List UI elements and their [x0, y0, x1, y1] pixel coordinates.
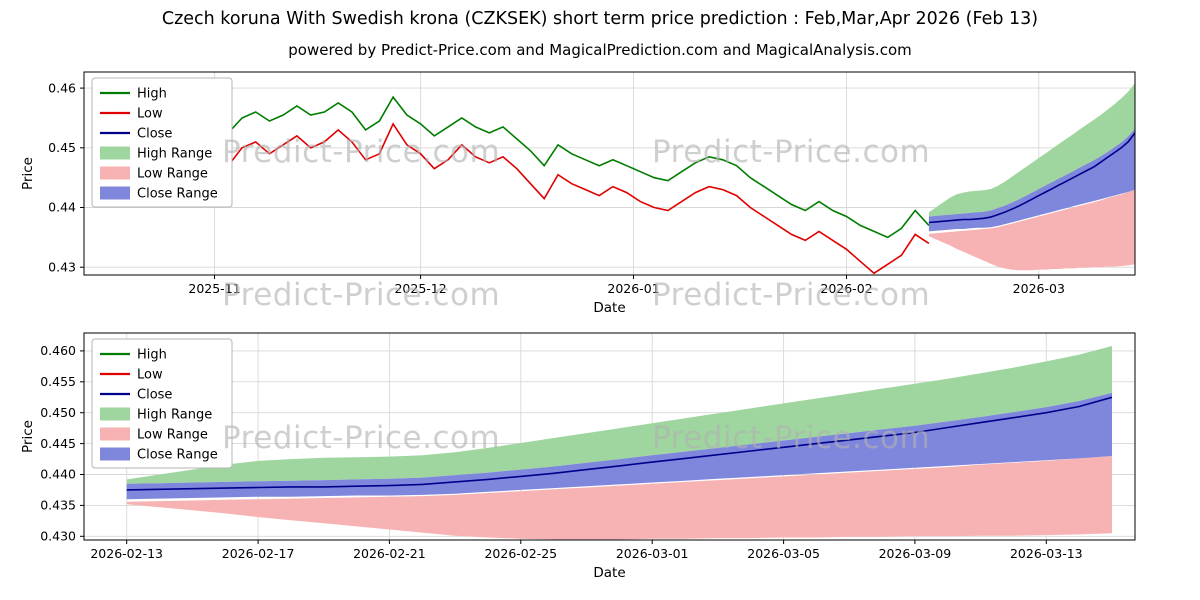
forecast-bands — [928, 83, 1135, 271]
legend-patch-swatch — [100, 447, 130, 461]
x-tick-label: 2026-03-05 — [747, 546, 820, 561]
x-tick-label: 2026-02 — [820, 281, 872, 296]
band-low-range — [928, 189, 1135, 271]
x-tick-label: 2026-02-25 — [484, 546, 557, 561]
legend-label: Close — [137, 127, 172, 142]
figure-title: Czech koruna With Swedish krona (CZKSEK)… — [161, 9, 1039, 29]
y-tick-label: 0.450 — [40, 405, 76, 420]
legend-label: High — [137, 87, 167, 102]
forecast-detail-chart: 2026-02-13 2026-02-17 2026-02-21 2026-02-25… — [20, 332, 1136, 581]
legend-item-low-range: Low Range — [100, 166, 208, 182]
legend-label: High Range — [137, 408, 212, 423]
y-tick-label: 0.460 — [40, 343, 76, 358]
x-tick-label: 2026-01 — [607, 281, 659, 296]
y-axis: 0.430 0.435 0.440 0.445 0.450 0.455 0.460 — [40, 343, 84, 544]
x-tick-label: 2026-02-17 — [222, 546, 295, 561]
plot-border — [83, 71, 1136, 276]
legend-label: Close Range — [137, 448, 218, 463]
legend-label: Low — [137, 368, 163, 383]
y-axis: 0.43 0.44 0.45 0.46 — [48, 80, 84, 274]
legend-patch-swatch — [100, 166, 130, 180]
series-lines — [131, 95, 1136, 275]
series-high — [131, 95, 930, 239]
x-tick-label: 2026-03-09 — [879, 546, 952, 561]
legend-patch-swatch — [100, 407, 130, 421]
forecast-bands — [126, 346, 1112, 540]
legend-item-close: Close — [100, 388, 172, 403]
legend-patch-swatch — [100, 427, 130, 441]
band-high-range — [126, 346, 1112, 484]
y-tick-label: 0.44 — [48, 200, 76, 215]
x-tick-label: 2026-02-13 — [90, 546, 163, 561]
y-tick-label: 0.46 — [48, 80, 76, 95]
legend-label: Close — [137, 388, 172, 403]
figure-subtitle: powered by Predict-Price.com and Magical… — [288, 41, 912, 59]
y-axis-label: Price — [20, 157, 36, 190]
legend-item-close-range: Close Range — [100, 447, 218, 463]
y-tick-label: 0.445 — [40, 436, 76, 451]
legend-label: Close Range — [137, 187, 218, 202]
y-tick-label: 0.43 — [48, 259, 76, 274]
legend-patch-swatch — [100, 186, 130, 200]
legend-item-close: Close — [100, 127, 172, 142]
legend-item-high: High — [100, 348, 167, 363]
legend-item-low-range: Low Range — [100, 427, 208, 443]
x-tick-label: 2025-11 — [188, 281, 240, 296]
x-tick-label: 2025-12 — [394, 281, 446, 296]
legend-label: Low Range — [137, 167, 208, 182]
legend-item-close-range: Close Range — [100, 186, 218, 202]
y-tick-label: 0.440 — [40, 467, 76, 482]
history-and-forecast-chart: 2025-11 2025-12 2026-01 2026-02 2026-030.430… — [20, 71, 1136, 316]
series-lines — [126, 396, 1113, 491]
x-axis: 2025-11 2025-12 2026-01 2026-02 2026-03 — [188, 275, 1065, 296]
y-tick-label: 0.45 — [48, 140, 76, 155]
x-tick-label: 2026-03-01 — [616, 546, 689, 561]
legend-item-high-range: High Range — [100, 407, 212, 423]
legend-item-high-range: High Range — [100, 146, 212, 162]
x-axis: 2026-02-13 2026-02-17 2026-02-21 2026-02-25… — [90, 540, 1083, 561]
legend-label: High — [137, 348, 167, 363]
series-close — [126, 396, 1113, 491]
legend-label: Low Range — [137, 428, 208, 443]
series-close — [928, 132, 1136, 224]
plot-border — [83, 332, 1136, 541]
series-low — [131, 122, 930, 275]
band-high-range — [928, 83, 1135, 217]
band-low-range — [126, 456, 1112, 540]
legend-item-high: High — [100, 87, 167, 102]
y-tick-label: 0.435 — [40, 498, 76, 513]
x-tick-label: 2026-03-13 — [1010, 546, 1083, 561]
y-tick-label: 0.455 — [40, 374, 76, 389]
x-tick-label: 2026-02-21 — [353, 546, 426, 561]
legend: High Low Close High Range Low Range Close Ran… — [91, 338, 233, 469]
y-axis-label: Price — [20, 420, 36, 453]
x-axis-label: Date — [593, 565, 625, 581]
x-axis-label: Date — [593, 300, 625, 316]
legend-label: Low — [137, 107, 163, 122]
legend: High Low Close High Range Low Range Close Ran… — [91, 77, 233, 208]
legend-item-low: Low — [100, 368, 163, 383]
legend-label: High Range — [137, 147, 212, 162]
x-tick-label: 2026-03 — [1013, 281, 1065, 296]
legend-item-low: Low — [100, 107, 163, 122]
legend-patch-swatch — [100, 146, 130, 160]
y-tick-label: 0.430 — [40, 529, 76, 544]
